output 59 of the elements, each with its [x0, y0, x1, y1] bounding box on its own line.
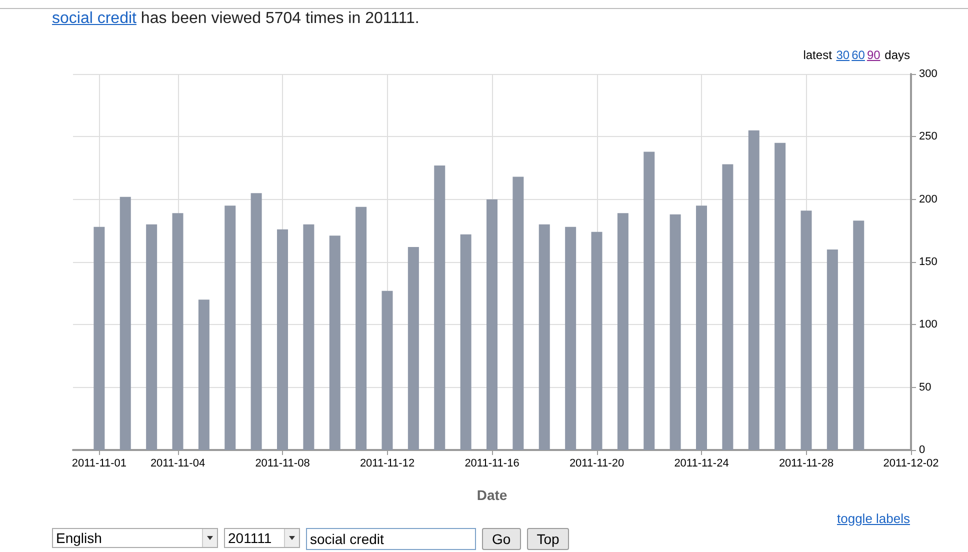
text: days: [884, 48, 910, 62]
bar: [277, 229, 288, 450]
bar: [172, 213, 184, 450]
x-tick-label: 2011-11-01: [72, 458, 127, 470]
button: Go: [482, 528, 521, 550]
bar: [826, 249, 838, 450]
bar: [382, 290, 393, 450]
bar: [617, 213, 628, 450]
bar: [800, 210, 812, 450]
bar: [146, 224, 158, 450]
y-tick-label: 300: [919, 68, 938, 80]
y-tick-label: 0: [919, 444, 926, 456]
text: toggle labels: [837, 511, 910, 526]
bar: [329, 236, 340, 450]
text-field: social credit: [306, 528, 476, 550]
x-tick-label: 2011-11-20: [569, 458, 624, 470]
dropdown: English: [52, 528, 218, 548]
text: latest: [803, 48, 833, 62]
bar: [670, 214, 681, 450]
y-tick-label: 200: [919, 193, 938, 206]
dropdown: 201111: [224, 528, 300, 548]
bar: [408, 246, 419, 450]
bar: [486, 199, 498, 450]
bar: [94, 226, 105, 450]
bar: [356, 206, 367, 450]
text: 60: [852, 48, 865, 62]
x-tick-label: 2011-11-04: [150, 458, 206, 470]
bar: [250, 193, 262, 450]
x-tick-label: 2011-12-02: [883, 458, 939, 470]
y-tick-label: 50: [919, 381, 932, 394]
x-tick-label: 2011-11-24: [674, 458, 729, 470]
bar: [591, 232, 602, 450]
x-tick-label: 2011-11-28: [778, 458, 834, 470]
y-tick-label: 150: [919, 256, 938, 268]
bar: [224, 206, 236, 450]
x-tick-label: 2011-11-12: [360, 458, 415, 470]
bar: [120, 196, 131, 450]
bar: [696, 206, 707, 450]
x-tick-label: 2011-11-16: [464, 458, 520, 470]
bar: [512, 176, 524, 450]
y-tick-label: 100: [919, 318, 938, 331]
x-axis-title: Date: [476, 487, 508, 503]
x-tick-label: 2011-11-08: [255, 458, 310, 470]
chart-title: social credit has been viewed 5704 times in 201111.: [52, 10, 420, 28]
bar: [198, 300, 210, 450]
bar: [565, 226, 576, 450]
text: 30: [836, 48, 850, 62]
bar: [748, 130, 760, 450]
bar: [644, 152, 655, 450]
text: 90: [866, 48, 880, 62]
bar: [853, 220, 864, 450]
y-tick-label: 250: [919, 130, 938, 143]
bar: [538, 224, 550, 450]
bar: [774, 142, 786, 450]
bar: [303, 224, 314, 450]
bar: [722, 164, 734, 450]
bar: [434, 165, 446, 450]
button: Top: [526, 528, 570, 550]
bar: [460, 234, 472, 450]
